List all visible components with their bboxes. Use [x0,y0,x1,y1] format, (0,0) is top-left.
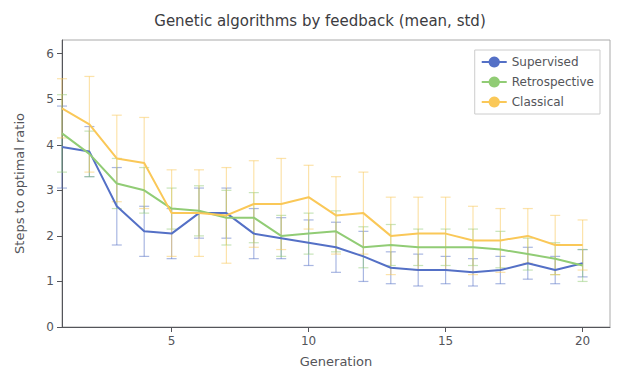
svg-text:1: 1 [46,274,54,288]
svg-text:15: 15 [438,334,453,348]
svg-text:Classical: Classical [512,95,564,109]
svg-text:6: 6 [46,47,54,61]
svg-text:Genetic algorithms by feedback: Genetic algorithms by feedback (mean, st… [154,12,485,30]
svg-text:5: 5 [168,334,176,348]
svg-text:Generation: Generation [300,354,373,369]
svg-text:2: 2 [46,229,54,243]
svg-text:10: 10 [301,334,316,348]
svg-text:20: 20 [575,334,590,348]
svg-text:4: 4 [46,138,54,152]
svg-text:0: 0 [46,320,54,334]
svg-text:Retrospective: Retrospective [512,75,594,89]
svg-text:Supervised: Supervised [512,55,579,69]
svg-text:Steps to optimal ratio: Steps to optimal ratio [12,113,27,254]
svg-text:5: 5 [46,92,54,106]
svg-text:3: 3 [46,183,54,197]
